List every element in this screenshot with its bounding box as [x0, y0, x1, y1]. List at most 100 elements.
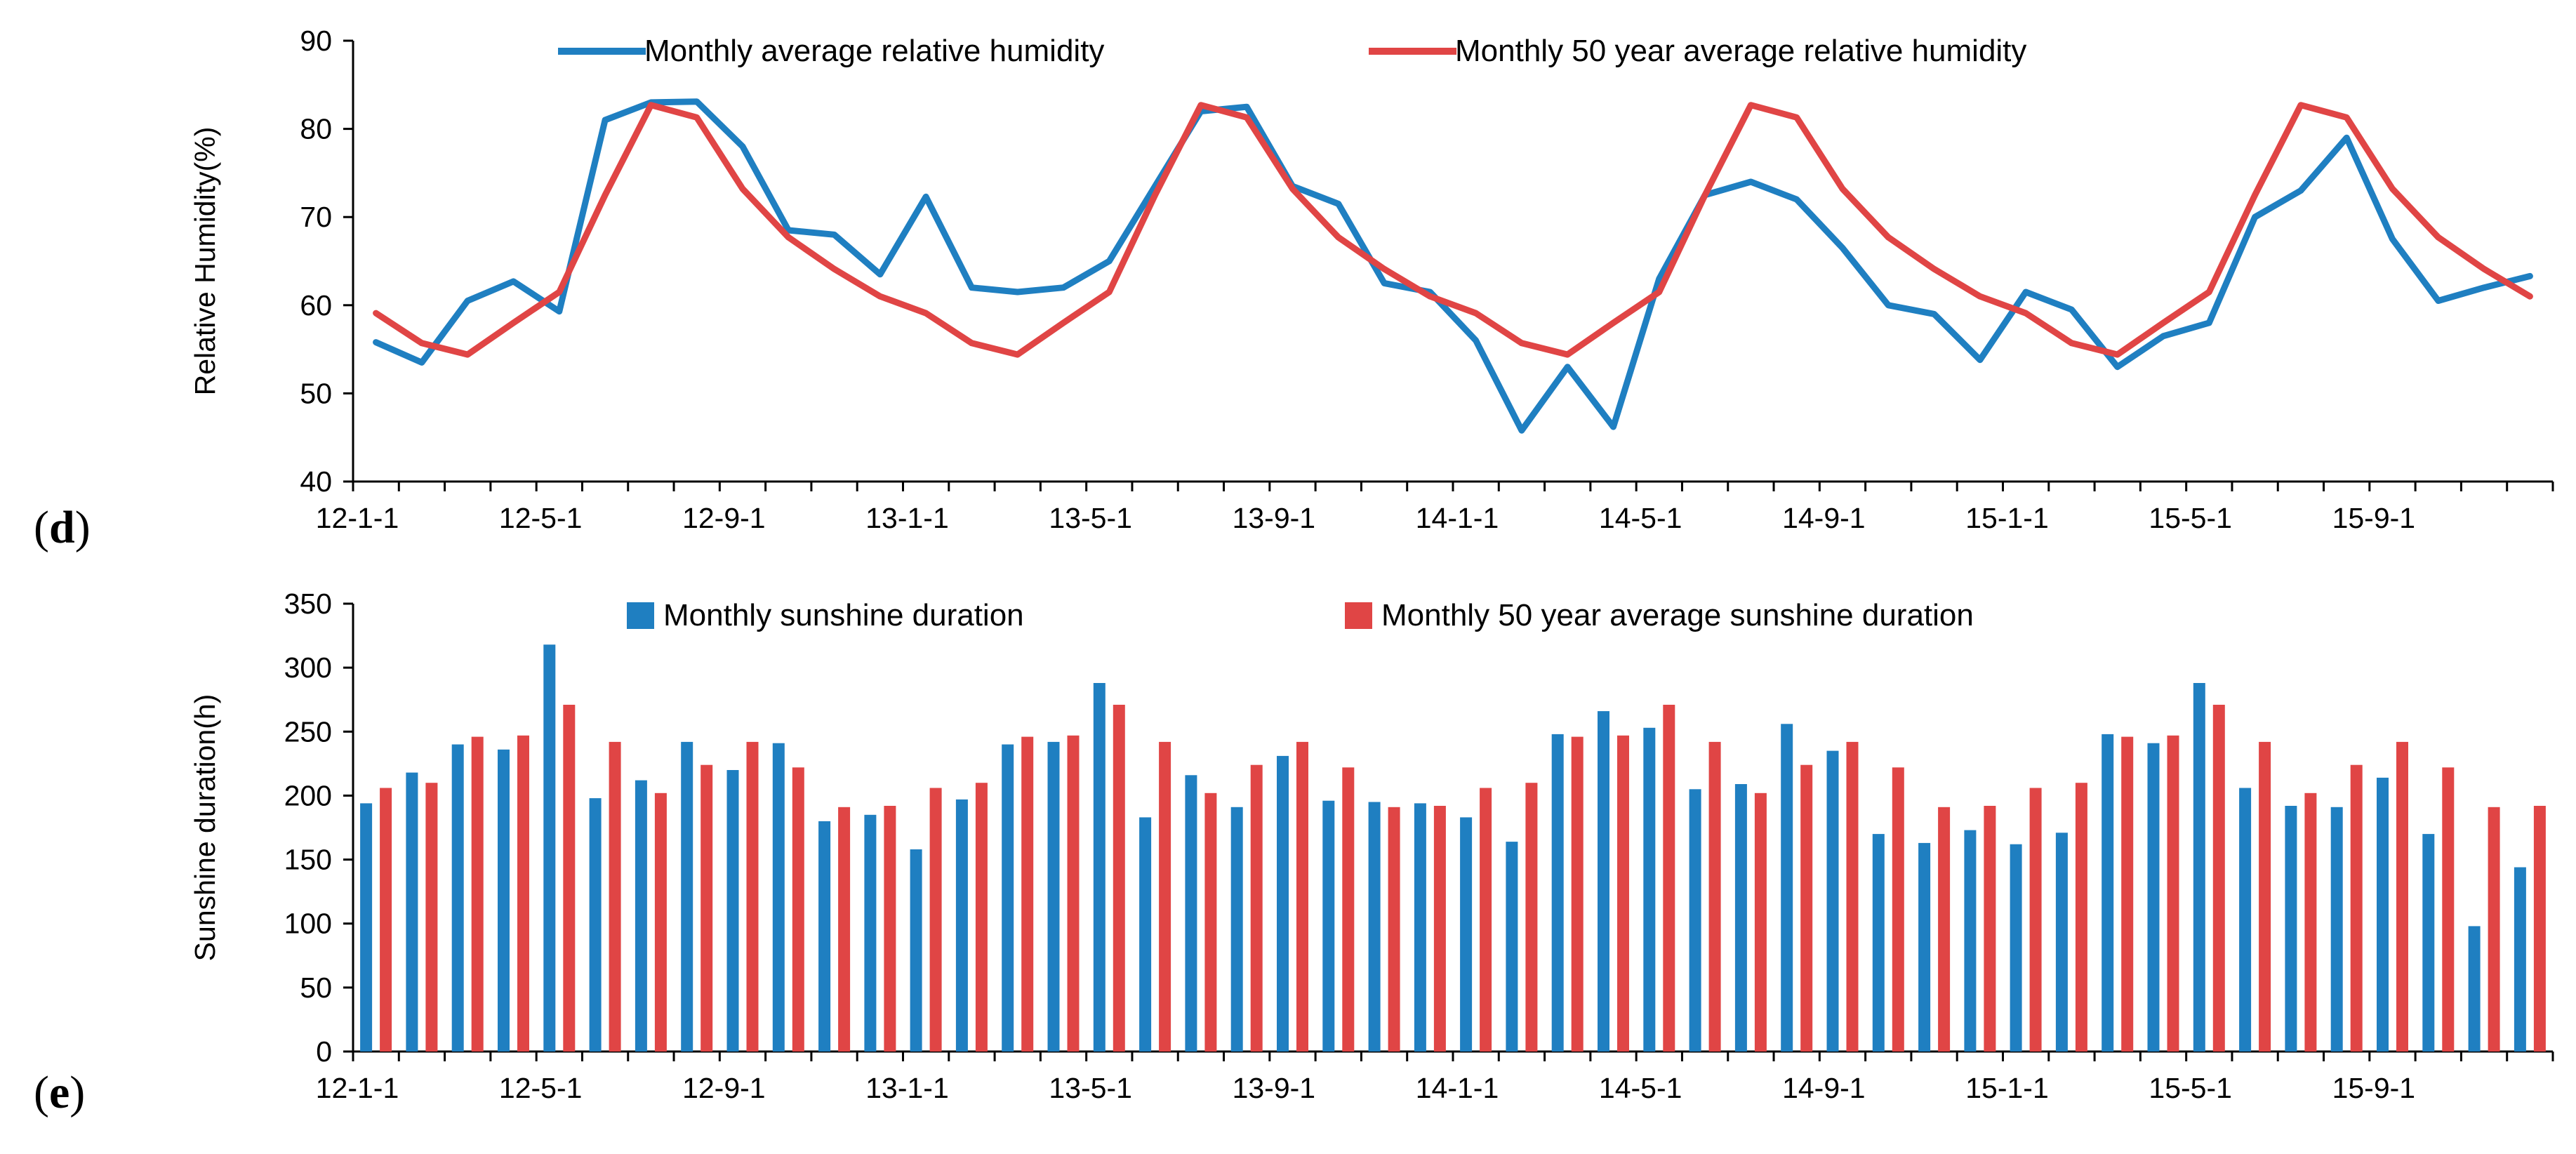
- e-panel-paren-close: ): [69, 1067, 85, 1118]
- bar-monthly-sunshine: [2239, 788, 2252, 1052]
- e-y-tick-label: 100: [284, 908, 332, 940]
- e-x-tick-label: 14-5-1: [1599, 1072, 1682, 1104]
- bar-50yr-sunshine: [471, 736, 484, 1052]
- d-y-axis-title: Relative Humidity(%): [189, 127, 221, 396]
- d-panel-letter: d: [49, 502, 75, 553]
- bar-50yr-sunshine: [792, 767, 804, 1052]
- legend-swatch-monthly-sunshine: [627, 602, 654, 629]
- e-panel-paren-open: (: [34, 1067, 49, 1118]
- e-x-tick-label: 13-1-1: [865, 1072, 949, 1104]
- bar-50yr-sunshine: [563, 705, 576, 1052]
- d-y-tick-label: 90: [300, 25, 332, 57]
- e-y-tick-label: 350: [284, 588, 332, 620]
- bar-monthly-sunshine: [1781, 724, 1793, 1052]
- d-panel-label: (d): [34, 502, 91, 553]
- bar-50yr-sunshine: [517, 735, 529, 1052]
- d-x-tick-label: 13-5-1: [1049, 502, 1132, 534]
- legend-swatch-50yr-sunshine: [1345, 602, 1372, 629]
- e-x-tick-label: 13-9-1: [1233, 1072, 1316, 1104]
- bar-monthly-sunshine: [1139, 817, 1152, 1052]
- bar-50yr-sunshine: [975, 783, 988, 1052]
- bar-monthly-sunshine: [1185, 775, 1197, 1052]
- bar-50yr-sunshine: [1342, 767, 1355, 1052]
- bar-monthly-sunshine: [1460, 817, 1473, 1052]
- d-x-tick-label: 14-9-1: [1782, 502, 1866, 534]
- bar-monthly-sunshine: [1964, 830, 1977, 1052]
- e-y-tick-label: 150: [284, 844, 332, 876]
- bar-monthly-sunshine: [1689, 789, 1701, 1052]
- e-y-tick-label: 200: [284, 779, 332, 811]
- bar-50yr-sunshine: [1800, 764, 1813, 1052]
- line-series-50yr-humidity: [373, 102, 2533, 358]
- bar-50yr-sunshine: [2167, 735, 2179, 1052]
- e-panel-label: (e): [34, 1067, 85, 1118]
- bar-50yr-sunshine: [2488, 807, 2500, 1052]
- e-panel-letter: e: [49, 1067, 69, 1118]
- bar-monthly-sunshine: [1414, 803, 1426, 1052]
- humidity-line-chart: 40 50 60 70 80 90 12-1-1 12-5-1 12-9-1 13-1-1 13-5…: [34, 25, 2554, 553]
- bar-50yr-sunshine: [2075, 783, 2087, 1052]
- e-x-tick-label: 15-5-1: [2149, 1072, 2232, 1104]
- bar-50yr-sunshine: [838, 807, 851, 1052]
- d-x-tick-label: 12-1-1: [316, 502, 399, 534]
- bar-monthly-sunshine: [451, 744, 464, 1052]
- line-series-monthly-humidity: [373, 98, 2533, 434]
- bar-monthly-sunshine: [864, 814, 877, 1052]
- bar-50yr-sunshine: [1159, 741, 1171, 1052]
- bar-monthly-sunshine: [726, 770, 739, 1052]
- bar-monthly-sunshine: [2285, 806, 2297, 1052]
- bar-50yr-sunshine: [1113, 705, 1125, 1052]
- bar-50yr-sunshine: [1388, 807, 1400, 1052]
- sunshine-bar-chart: 0 50 100 150 200 250 300 350 12-1-1 12-5-1 12-9-1 1…: [34, 588, 2554, 1118]
- e-x-tick-label: 14-1-1: [1416, 1072, 1499, 1104]
- bar-50yr-sunshine: [2533, 806, 2546, 1052]
- bar-50yr-sunshine: [380, 788, 392, 1052]
- bar-50yr-sunshine: [1571, 736, 1584, 1052]
- bar-monthly-sunshine: [1277, 755, 1289, 1052]
- bar-monthly-sunshine: [360, 803, 373, 1052]
- bar-50yr-sunshine: [746, 741, 759, 1052]
- d-x-tick-label: 15-9-1: [2332, 502, 2416, 534]
- bar-monthly-sunshine: [955, 799, 968, 1052]
- bar-50yr-sunshine: [2350, 764, 2363, 1052]
- bar-monthly-sunshine: [910, 849, 922, 1052]
- bar-monthly-sunshine: [1872, 834, 1885, 1052]
- bar-50yr-sunshine: [2029, 788, 2042, 1052]
- d-x-tick-label: 14-1-1: [1416, 502, 1499, 534]
- bar-50yr-sunshine: [2212, 705, 2225, 1052]
- bar-monthly-sunshine: [2010, 844, 2022, 1052]
- d-y-tick-label: 70: [300, 201, 332, 233]
- bar-monthly-sunshine: [1643, 727, 1656, 1052]
- e-x-tick-label: 14-9-1: [1782, 1072, 1866, 1104]
- d-y-tick-label: 80: [300, 113, 332, 145]
- bar-monthly-sunshine: [2377, 777, 2389, 1052]
- legend-label-monthly-sunshine: Monthly sunshine duration: [663, 598, 1024, 632]
- d-panel-paren-close: ): [75, 502, 91, 553]
- legend-label-50yr-humidity: Monthly 50 year average relative humidit…: [1455, 34, 2026, 68]
- bar-50yr-sunshine: [2304, 792, 2317, 1052]
- bar-50yr-sunshine: [1754, 792, 1767, 1052]
- bar-monthly-sunshine: [2193, 683, 2205, 1052]
- d-x-tick-label: 14-5-1: [1599, 502, 1682, 534]
- bar-50yr-sunshine: [1708, 741, 1721, 1052]
- d-panel-paren-open: (: [34, 502, 49, 553]
- bar-50yr-sunshine: [2442, 767, 2455, 1052]
- bar-monthly-sunshine: [498, 749, 510, 1052]
- bar-monthly-sunshine: [2422, 834, 2435, 1052]
- e-y-tick-label: 250: [284, 715, 332, 748]
- e-x-tick-label: 15-9-1: [2332, 1072, 2416, 1104]
- bar-monthly-sunshine: [2330, 807, 2343, 1052]
- legend-label-50yr-sunshine: Monthly 50 year average sunshine duratio…: [1381, 598, 1974, 632]
- bar-monthly-sunshine: [635, 780, 647, 1052]
- bar-50yr-sunshine: [929, 788, 942, 1052]
- bar-monthly-sunshine: [772, 743, 785, 1052]
- bar-50yr-sunshine: [701, 764, 713, 1052]
- bar-50yr-sunshine: [425, 783, 438, 1052]
- bar-50yr-sunshine: [1021, 736, 1034, 1052]
- bar-50yr-sunshine: [1480, 788, 1492, 1052]
- bar-50yr-sunshine: [1663, 705, 1675, 1052]
- bar-50yr-sunshine: [1204, 792, 1217, 1052]
- bar-50yr-sunshine: [609, 741, 621, 1052]
- bar-monthly-sunshine: [543, 644, 556, 1052]
